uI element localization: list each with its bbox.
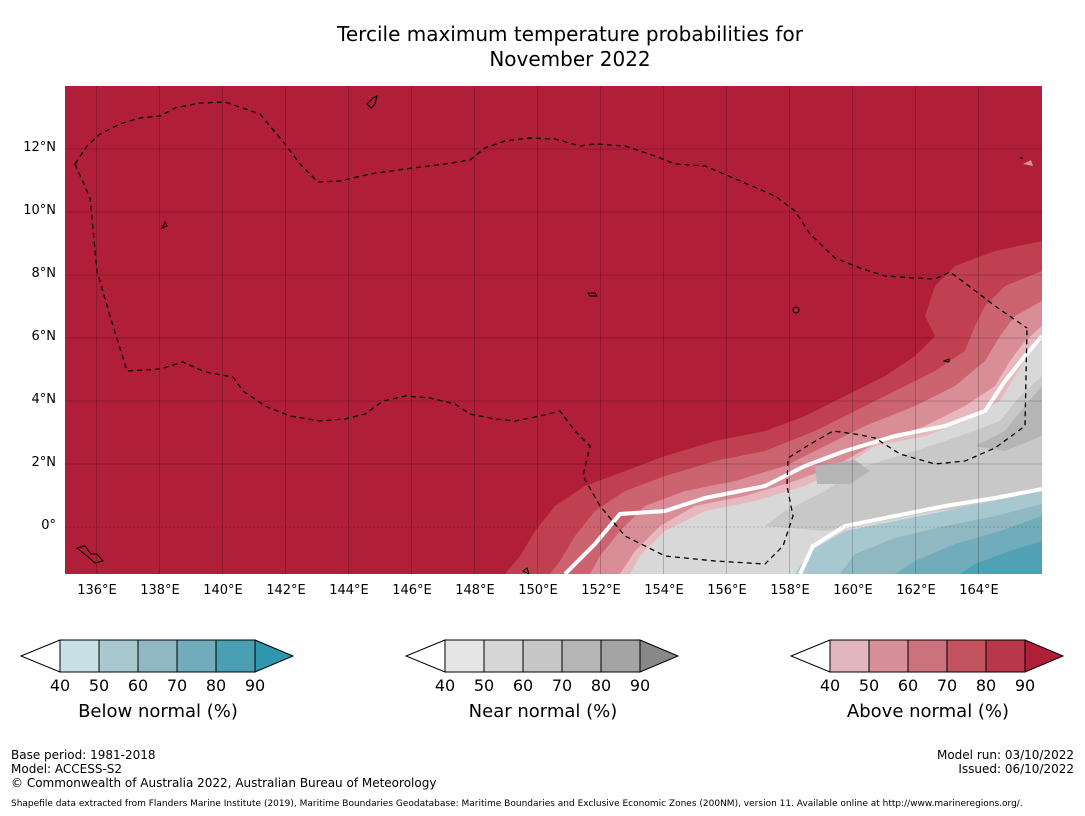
model-name: Model: ACCESS-S2 — [11, 762, 436, 776]
cb-above-segment-1 — [830, 640, 869, 672]
chart-title: Tercile maximum temperature probabilitie… — [0, 22, 1085, 72]
colorbar-above-normal — [790, 639, 1065, 675]
lat-label-4n: 4°N — [0, 392, 56, 407]
cb-above-segment-5 — [986, 640, 1025, 672]
lat-label-10n: 10°N — [0, 203, 56, 218]
lon-label-146e: 146°E — [382, 583, 442, 598]
lon-label-154e: 154°E — [634, 583, 694, 598]
cb-below-segment-0 — [21, 640, 60, 672]
lon-label-140e: 140°E — [193, 583, 253, 598]
footer-right: Model run: 03/10/2022 Issued: 06/10/2022 — [937, 748, 1074, 776]
cb-above-tick: 60 — [888, 676, 928, 695]
copyright: © Commonwealth of Australia 2022, Austra… — [11, 776, 436, 790]
lon-label-158e: 158°E — [760, 583, 820, 598]
issued-date: Issued: 06/10/2022 — [937, 762, 1074, 776]
shapefile-credit: Shapefile data extracted from Flanders M… — [11, 799, 1023, 809]
cb-near-segment-3 — [523, 640, 562, 672]
lon-label-156e: 156°E — [697, 583, 757, 598]
cb-above-segment-3 — [908, 640, 947, 672]
cb-near-segment-1 — [445, 640, 484, 672]
lon-label-142e: 142°E — [256, 583, 316, 598]
lon-label-144e: 144°E — [319, 583, 379, 598]
colorbar-above-label: Above normal (%) — [778, 701, 1078, 722]
lat-label-6n: 6°N — [0, 329, 56, 344]
cb-below-segment-6 — [255, 640, 293, 672]
lon-label-138e: 138°E — [130, 583, 190, 598]
lon-label-164e: 164°E — [949, 583, 1009, 598]
model-run: Model run: 03/10/2022 — [937, 748, 1074, 762]
cb-near-tick: 70 — [542, 676, 582, 695]
lat-label-12n: 12°N — [0, 140, 56, 155]
cb-below-segment-4 — [177, 640, 216, 672]
cb-above-segment-6 — [1025, 640, 1063, 672]
cb-above-tick: 50 — [849, 676, 889, 695]
cb-below-tick: 60 — [118, 676, 158, 695]
cb-near-tick: 60 — [503, 676, 543, 695]
cb-above-tick: 80 — [966, 676, 1006, 695]
lon-label-160e: 160°E — [823, 583, 883, 598]
probability-map — [65, 86, 1042, 574]
cb-below-tick: 70 — [157, 676, 197, 695]
cb-near-tick: 80 — [581, 676, 621, 695]
cb-near-segment-0 — [406, 640, 445, 672]
lat-label-0: 0° — [0, 518, 56, 533]
cb-below-tick: 40 — [40, 676, 80, 695]
cb-near-tick: 90 — [620, 676, 660, 695]
map-svg — [65, 86, 1042, 574]
cb-below-segment-2 — [99, 640, 138, 672]
cb-below-tick: 80 — [196, 676, 236, 695]
cb-near-tick: 50 — [464, 676, 504, 695]
cb-above-segment-2 — [869, 640, 908, 672]
lat-label-2n: 2°N — [0, 455, 56, 470]
cb-above-tick: 90 — [1005, 676, 1045, 695]
colorbar-near-label: Near normal (%) — [393, 701, 693, 722]
colorbar-below-normal — [20, 639, 295, 675]
lon-label-148e: 148°E — [445, 583, 505, 598]
cb-below-segment-3 — [138, 640, 177, 672]
cb-below-tick: 50 — [79, 676, 119, 695]
cb-above-tick: 40 — [810, 676, 850, 695]
base-period: Base period: 1981-2018 — [11, 748, 436, 762]
lon-label-136e: 136°E — [67, 583, 127, 598]
cb-near-segment-2 — [484, 640, 523, 672]
cb-above-segment-4 — [947, 640, 986, 672]
lon-label-150e: 150°E — [508, 583, 568, 598]
cb-above-tick: 70 — [927, 676, 967, 695]
cb-above-segment-0 — [791, 640, 830, 672]
cb-near-segment-5 — [601, 640, 640, 672]
colorbar-near-normal — [405, 639, 680, 675]
title-line-2: November 2022 — [0, 47, 1085, 72]
cb-near-segment-6 — [640, 640, 678, 672]
cb-below-segment-1 — [60, 640, 99, 672]
cb-near-segment-4 — [562, 640, 601, 672]
title-line-1: Tercile maximum temperature probabilitie… — [0, 22, 1085, 47]
lat-label-8n: 8°N — [0, 266, 56, 281]
lon-label-152e: 152°E — [571, 583, 631, 598]
cb-below-segment-5 — [216, 640, 255, 672]
lon-label-162e: 162°E — [886, 583, 946, 598]
cb-below-tick: 90 — [235, 676, 275, 695]
colorbar-below-label: Below normal (%) — [8, 701, 308, 722]
cb-near-tick: 40 — [425, 676, 465, 695]
footer-left: Base period: 1981-2018 Model: ACCESS-S2 … — [11, 748, 436, 790]
